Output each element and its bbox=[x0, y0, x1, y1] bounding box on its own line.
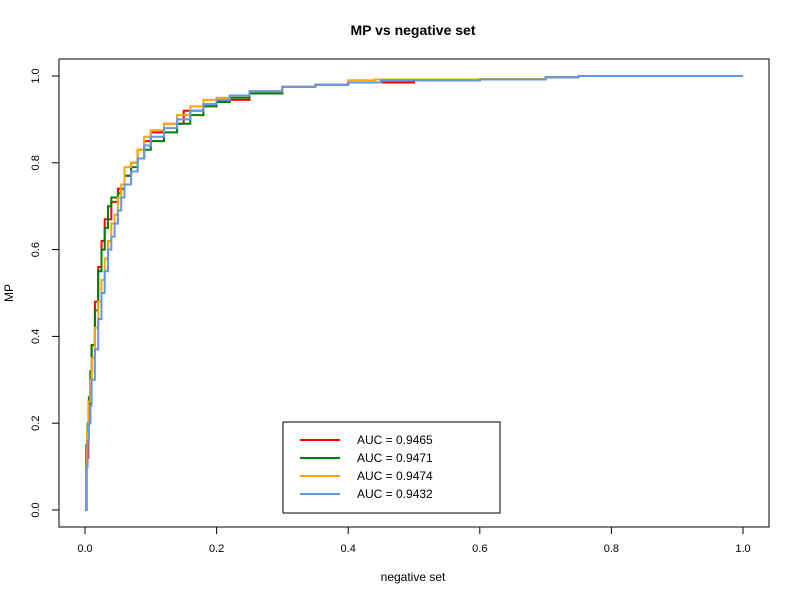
chart-title: MP vs negative set bbox=[350, 22, 475, 38]
series-layer bbox=[85, 75, 743, 511]
x-tick-label: 0.8 bbox=[604, 543, 619, 555]
x-tick-label: 1.0 bbox=[735, 543, 750, 555]
y-tick-label: 0.6 bbox=[30, 242, 42, 257]
legend-label-2: AUC = 0.9474 bbox=[357, 469, 433, 483]
x-tick-label: 0.4 bbox=[341, 543, 356, 555]
x-tick-label: 0.6 bbox=[472, 543, 487, 555]
legend-label-3: AUC = 0.9432 bbox=[357, 487, 433, 501]
y-tick-label: 1.0 bbox=[30, 68, 42, 83]
legend-label-1: AUC = 0.9471 bbox=[357, 451, 433, 465]
x-tick-label: 0.2 bbox=[209, 543, 224, 555]
y-tick-label: 0.4 bbox=[30, 329, 42, 344]
legend-box bbox=[282, 421, 501, 514]
series-line-3 bbox=[85, 75, 743, 511]
y-axis: 0.0 0.2 0.4 0.6 0.8 1.0 bbox=[30, 68, 60, 518]
x-axis-label: negative set bbox=[381, 570, 446, 584]
legend: AUC = 0.9465 AUC = 0.9471 AUC = 0.9474 AUC … bbox=[282, 421, 501, 514]
y-tick-label: 0.0 bbox=[30, 502, 42, 517]
y-axis-label: MP bbox=[2, 284, 16, 302]
y-tick-label: 0.8 bbox=[30, 155, 42, 170]
x-axis: 0.0 0.2 0.4 0.6 0.8 1.0 bbox=[77, 526, 751, 555]
y-tick-label: 0.2 bbox=[30, 416, 42, 431]
legend-label-0: AUC = 0.9465 bbox=[357, 433, 433, 447]
x-tick-label: 0.0 bbox=[77, 543, 92, 555]
